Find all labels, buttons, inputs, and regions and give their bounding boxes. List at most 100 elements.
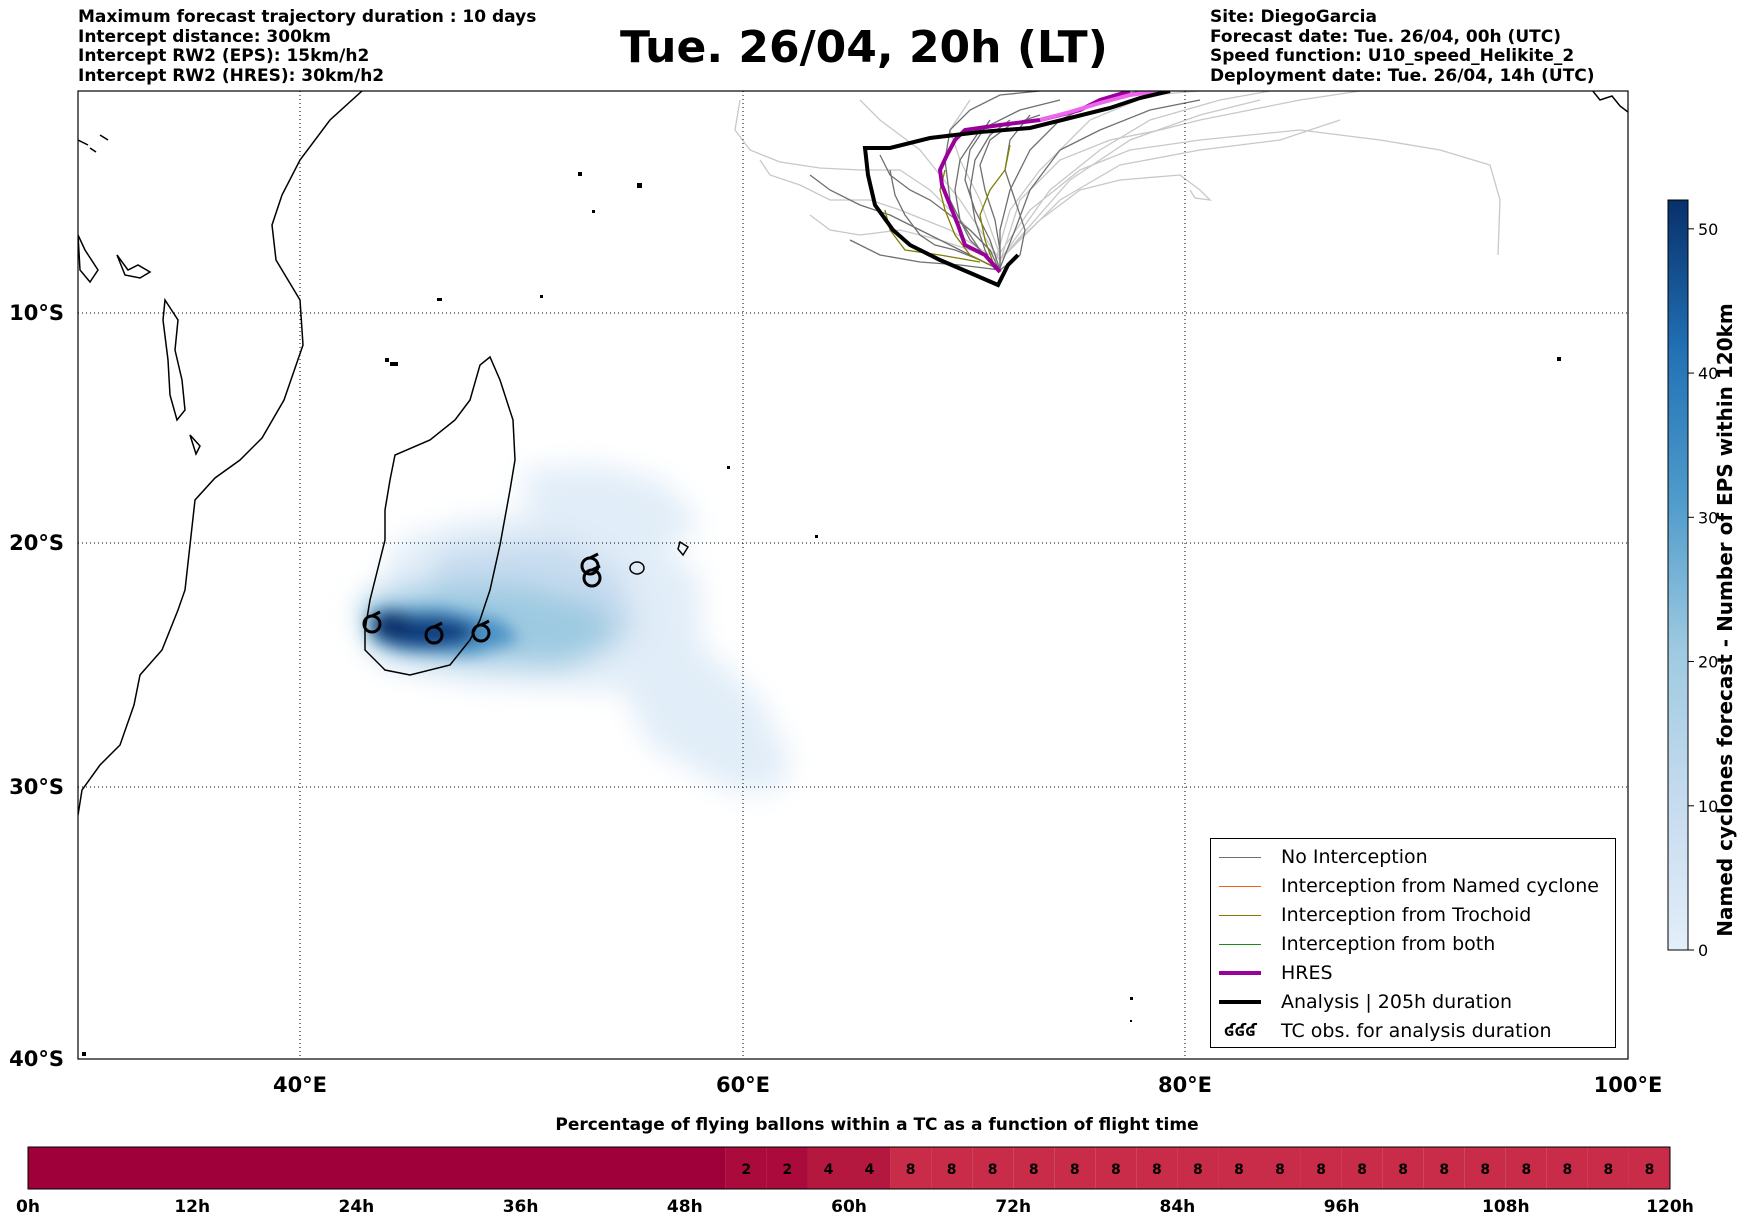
strip-cell <box>931 1147 973 1189</box>
colorbar-title: Named cyclones forecast - Number of EPS … <box>1713 303 1737 937</box>
intercept-distance-text: Intercept distance: 300km <box>78 26 331 47</box>
flight-time-strip: 2 2 4 4 8 8 8 8 8 8 8 8 8 8 8 8 8 8 8 8 8 8 8 0h 12h 24h 36h 48h 60… <box>16 1146 1694 1217</box>
intercept-hres-text: Intercept RW2 (HRES): 30km/h2 <box>78 65 385 86</box>
coastlines <box>78 91 1628 816</box>
strip-cell <box>1259 1147 1301 1189</box>
strip-cell <box>28 1147 726 1189</box>
lon-label-100: 100°E <box>1594 1073 1663 1097</box>
strip-cell-value: 8 <box>1439 1162 1449 1178</box>
legend-label: Analysis | 205h duration <box>1281 991 1513 1013</box>
intercept-eps-text: Intercept RW2 (EPS): 15km/h2 <box>78 46 370 66</box>
strip-cell-value: 8 <box>1521 1162 1531 1178</box>
site-parameters: Site: DiegoGarcia Forecast date: Tue. 26… <box>1210 7 1595 86</box>
strip-cell-value: 8 <box>1316 1162 1326 1178</box>
legend-line-analysis <box>1219 1000 1261 1004</box>
colorbar-tick-label: 50 <box>1698 220 1718 239</box>
page-title: Tue. 26/04, 20h (LT) <box>620 22 1108 73</box>
colorbar-tick-label: 30 <box>1698 508 1718 527</box>
strip-tick-label: 12h <box>174 1197 210 1217</box>
legend-item-tc-obs: ʛʛʛ TC obs. for analysis duration <box>1219 1019 1552 1043</box>
strip-tick-label: 48h <box>667 1197 703 1217</box>
legend-line-both <box>1219 943 1261 945</box>
legend-item-no-interception: No Interception <box>1219 845 1428 869</box>
legend-line-no-interception <box>1219 856 1261 858</box>
gridlines <box>78 91 1628 1059</box>
strip-cell <box>1136 1147 1178 1189</box>
legend-line-named-cyclone <box>1219 885 1261 887</box>
strip-cell-value: 8 <box>1152 1162 1162 1178</box>
strip-cell-value: 2 <box>783 1162 793 1178</box>
strip-cell <box>1013 1147 1055 1189</box>
forecast-date-text: Forecast date: Tue. 26/04, 00h (UTC) <box>1210 26 1561 47</box>
lat-label-20: 20°S <box>9 531 64 555</box>
strip-tick-label: 60h <box>831 1197 867 1217</box>
strip-cell <box>1054 1147 1096 1189</box>
tc-obs-symbol: ʛʛʛ <box>1224 1021 1257 1041</box>
tc-obs-marker <box>471 619 491 643</box>
legend-label: Interception from both <box>1281 933 1496 955</box>
legend-item-named-cyclone: Interception from Named cyclone <box>1219 874 1599 898</box>
strip-cell-value: 8 <box>947 1162 957 1178</box>
map-legend: No Interception Interception from Named … <box>1210 838 1616 1048</box>
strip-cell <box>1505 1147 1547 1189</box>
strip-cell <box>1628 1147 1670 1189</box>
legend-label: Interception from Named cyclone <box>1281 875 1599 897</box>
strip-tick-label: 72h <box>995 1197 1031 1217</box>
strip-tick-label: 108h <box>1482 1197 1530 1217</box>
colorbar: 0 10 20 30 40 50 <box>1667 199 1718 960</box>
strip-cell-value: 8 <box>1357 1162 1367 1178</box>
legend-item-trochoid: Interception from Trochoid <box>1219 903 1531 927</box>
colorbar-tick-label: 40 <box>1698 364 1718 383</box>
strip-tick-label: 96h <box>1324 1197 1360 1217</box>
hres-trajectory-late <box>1039 91 1161 122</box>
lon-label-60: 60°E <box>716 1073 770 1097</box>
strip-cell <box>1464 1147 1506 1189</box>
strip-cell-value: 8 <box>1563 1162 1573 1178</box>
legend-label: No Interception <box>1281 846 1428 868</box>
strip-cell <box>972 1147 1014 1189</box>
strip-cell-value: 8 <box>1480 1162 1490 1178</box>
legend-item-hres: HRES <box>1219 961 1333 985</box>
strip-cell <box>1546 1147 1588 1189</box>
strip-cell-value: 8 <box>1234 1162 1244 1178</box>
colorbar-gradient <box>1667 199 1689 951</box>
strip-cell-value: 2 <box>742 1162 752 1178</box>
legend-label: TC obs. for analysis duration <box>1281 1020 1552 1042</box>
strip-cell <box>1587 1147 1629 1189</box>
ensemble-trajectories <box>734 91 1501 263</box>
strip-cell <box>1095 1147 1137 1189</box>
strip-cell <box>849 1147 891 1189</box>
lon-label-80: 80°E <box>1158 1073 1212 1097</box>
tc-obs-marker <box>362 610 382 634</box>
speed-function-text: Speed function: U10_speed_Helikite_2 <box>1210 46 1575 66</box>
strip-cell <box>1177 1147 1219 1189</box>
strip-cell-value: 8 <box>1275 1162 1285 1178</box>
max-duration-text: Maximum forecast trajectory duration : 1… <box>78 7 537 27</box>
tc-observations <box>362 552 602 645</box>
strip-cell <box>1423 1147 1465 1189</box>
strip-cell <box>1382 1147 1424 1189</box>
site-text: Site: DiegoGarcia <box>1210 7 1377 27</box>
deployment-date-text: Deployment date: Tue. 26/04, 14h (UTC) <box>1210 65 1595 86</box>
strip-tick-label: 36h <box>503 1197 539 1217</box>
strip-cell <box>725 1147 767 1189</box>
colorbar-tick-label: 20 <box>1698 653 1718 672</box>
strip-cell-value: 8 <box>988 1162 998 1178</box>
legend-item-both: Interception from both <box>1219 932 1495 956</box>
map-frame <box>77 90 1629 1060</box>
tc-obs-marker <box>582 564 602 588</box>
lat-label-10: 10°S <box>9 301 64 325</box>
strip-title: Percentage of flying ballons within a TC… <box>555 1115 1199 1135</box>
strip-tick-label: 24h <box>339 1197 375 1217</box>
colorbar-tick-label: 0 <box>1698 941 1708 960</box>
lon-label-40: 40°E <box>273 1073 327 1097</box>
trochoid-trajectories <box>884 144 1011 269</box>
strip-cell-value: 4 <box>865 1162 875 1178</box>
colorbar-tick-label: 10 <box>1698 797 1718 816</box>
lat-label-30: 30°S <box>9 775 64 799</box>
tc-obs-marker <box>424 621 444 645</box>
strip-tick-label: 120h <box>1646 1197 1694 1217</box>
strip-cell-value: 8 <box>906 1162 916 1178</box>
strip-cell <box>807 1147 849 1189</box>
